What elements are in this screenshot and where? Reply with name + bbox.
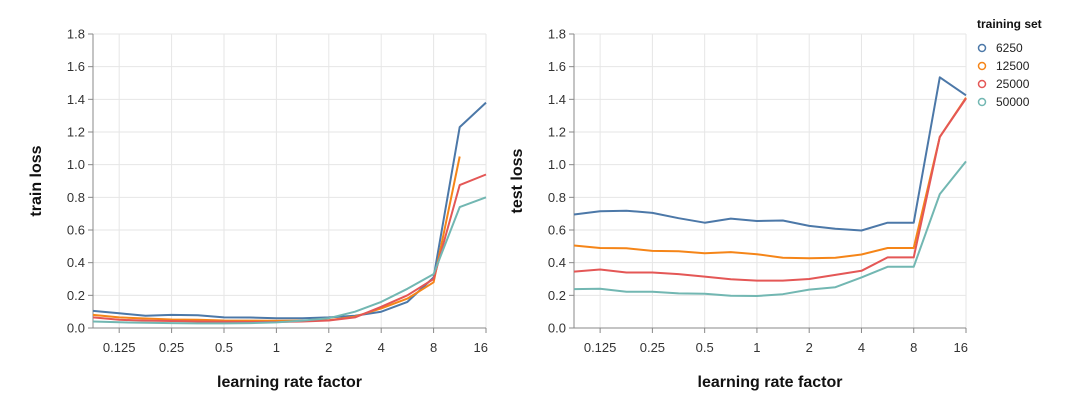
series-line-50000[interactable] bbox=[92, 196, 487, 325]
legend-symbol bbox=[977, 43, 987, 53]
x-tick-label: 4 bbox=[858, 340, 865, 355]
series-line-25000[interactable] bbox=[573, 97, 967, 282]
legend-title: training set bbox=[977, 17, 1042, 31]
legend-label: 12500 bbox=[996, 59, 1030, 73]
legend-item-12500[interactable]: 12500 bbox=[977, 59, 1030, 73]
y-tick-label: 0.0 bbox=[548, 321, 566, 336]
y-tick-label: 0.6 bbox=[548, 223, 566, 238]
legend-item-50000[interactable]: 50000 bbox=[977, 95, 1030, 109]
x-tick-label: 4 bbox=[378, 340, 385, 355]
y-tick-label: 1.2 bbox=[548, 125, 566, 140]
legend-label: 50000 bbox=[996, 95, 1030, 109]
chart-panel-2: 0.0 0.2 0.4 0.6 0.8 1.0 1.2 1.4 1.6 1.8 0.125 0.25 0… bbox=[509, 27, 968, 392]
x-tick-label: 0.125 bbox=[103, 340, 136, 355]
legend-symbol bbox=[977, 97, 987, 107]
x-tick-label: 16 bbox=[954, 340, 968, 355]
x-tick-label: 0.25 bbox=[159, 340, 184, 355]
y-tick-label: 0.0 bbox=[67, 321, 85, 336]
x-tick-label: 0.125 bbox=[584, 340, 617, 355]
x-axis-title: learning rate factor bbox=[698, 374, 843, 391]
y-axis-title: train loss bbox=[28, 145, 45, 216]
series-line-6250[interactable] bbox=[573, 76, 967, 232]
y-tick-label: 1.8 bbox=[67, 27, 85, 42]
series-line-25000[interactable] bbox=[92, 173, 487, 323]
series-line-12500[interactable] bbox=[92, 156, 461, 322]
y-tick-label: 1.8 bbox=[548, 27, 566, 42]
legend-item-6250[interactable]: 6250 bbox=[977, 41, 1024, 55]
x-tick-label: 8 bbox=[430, 340, 437, 355]
y-tick-label: 1.0 bbox=[548, 157, 566, 172]
y-tick-label: 1.4 bbox=[548, 92, 566, 107]
legend-label: 6250 bbox=[996, 41, 1023, 55]
x-tick-label: 1 bbox=[753, 340, 760, 355]
x-tick-label: 2 bbox=[806, 340, 813, 355]
legend: training set 6250 12500 25000 50000 bbox=[977, 17, 1042, 109]
x-tick-label: 1 bbox=[273, 340, 280, 355]
y-tick-label: 0.2 bbox=[67, 288, 85, 303]
y-tick-label: 1.6 bbox=[548, 59, 566, 74]
y-tick-label: 1.4 bbox=[67, 92, 85, 107]
y-tick-label: 0.8 bbox=[548, 190, 566, 205]
y-tick-label: 1.2 bbox=[67, 125, 85, 140]
x-tick-label: 0.25 bbox=[640, 340, 665, 355]
x-tick-label: 16 bbox=[474, 340, 488, 355]
series-line-12500[interactable] bbox=[573, 97, 967, 260]
x-tick-label: 0.5 bbox=[215, 340, 233, 355]
y-tick-label: 0.6 bbox=[67, 223, 85, 238]
x-tick-label: 0.5 bbox=[696, 340, 714, 355]
series-line-50000[interactable] bbox=[573, 160, 967, 297]
y-tick-label: 0.8 bbox=[67, 190, 85, 205]
y-tick-label: 1.0 bbox=[67, 157, 85, 172]
legend-symbol bbox=[977, 79, 987, 89]
y-tick-label: 0.4 bbox=[67, 255, 85, 270]
legend-symbol bbox=[977, 61, 987, 71]
chart-panel-1: 0.0 0.2 0.4 0.6 0.8 1.0 1.2 1.4 1.6 1.8 0.125 0.25 0… bbox=[28, 27, 488, 392]
y-axis-title: test loss bbox=[509, 148, 526, 213]
legend-item-25000[interactable]: 25000 bbox=[977, 77, 1030, 91]
y-tick-label: 0.4 bbox=[548, 255, 566, 270]
x-tick-label: 8 bbox=[910, 340, 917, 355]
y-tick-label: 1.6 bbox=[67, 59, 85, 74]
x-tick-label: 2 bbox=[325, 340, 332, 355]
legend-label: 25000 bbox=[996, 77, 1030, 91]
x-axis-title: learning rate factor bbox=[217, 374, 362, 391]
y-tick-label: 0.2 bbox=[548, 288, 566, 303]
